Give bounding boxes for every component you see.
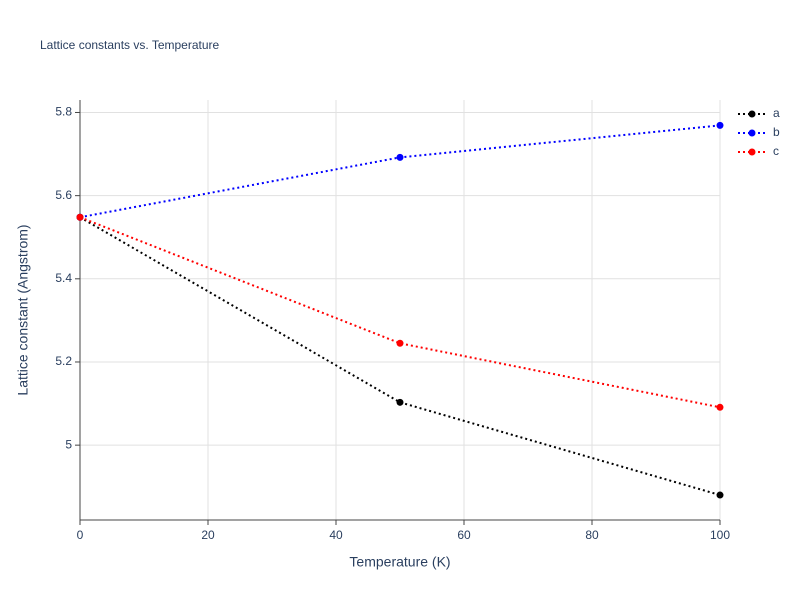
x-tick-label: 20 <box>201 528 215 542</box>
legend-marker <box>748 129 756 137</box>
chart-title: Lattice constants vs. Temperature <box>40 38 220 52</box>
y-axis-label: Lattice constant (Angstrom) <box>15 224 31 395</box>
point <box>396 153 404 161</box>
point <box>396 398 404 406</box>
legend-label: a <box>773 106 780 120</box>
legend-label: b <box>773 125 780 139</box>
x-tick-label: 0 <box>77 528 84 542</box>
point <box>716 403 724 411</box>
x-tick-label: 100 <box>710 528 730 542</box>
y-tick-label: 5.8 <box>55 105 72 119</box>
legend-label: c <box>773 144 779 158</box>
y-tick-label: 5.2 <box>55 354 72 368</box>
point <box>716 121 724 129</box>
legend-marker <box>748 110 756 118</box>
series-line <box>79 124 721 219</box>
series-line <box>79 216 721 409</box>
y-tick-label: 5.6 <box>55 188 72 202</box>
series-line <box>79 216 721 497</box>
point <box>396 339 404 347</box>
x-tick-label: 60 <box>457 528 471 542</box>
x-axis-label: Temperature (K) <box>349 554 450 570</box>
legend-marker <box>748 148 756 156</box>
point <box>76 213 84 221</box>
point <box>716 491 724 499</box>
y-tick-label: 5 <box>65 437 72 451</box>
y-tick-label: 5.4 <box>55 271 72 285</box>
x-tick-label: 80 <box>585 528 599 542</box>
x-tick-label: 40 <box>329 528 343 542</box>
